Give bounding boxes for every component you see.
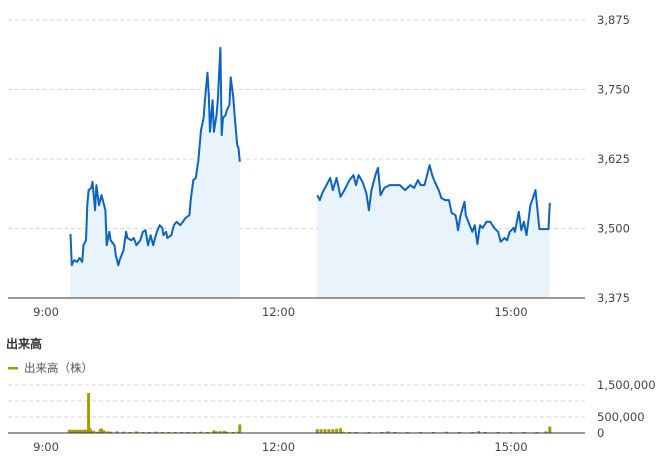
volume-xtick-label: 12:00 [262, 440, 295, 454]
volume-bar [80, 429, 84, 433]
volume-bar [544, 431, 548, 433]
volume-xtick-label: 15:00 [494, 440, 527, 454]
volume-bar [218, 431, 222, 433]
volume-bar [87, 393, 91, 433]
volume-bar [109, 431, 113, 433]
volume-bar [70, 429, 74, 433]
volume-bar [78, 429, 82, 433]
volume-bar [323, 429, 327, 433]
volume-bar [212, 430, 216, 433]
price-ytick-label: 3,500 [597, 222, 630, 236]
volume-bar [327, 429, 331, 433]
volume-bar [134, 431, 138, 433]
volume-bar [225, 431, 229, 433]
price-ytick-label: 3,750 [597, 83, 630, 97]
volume-gridlines [8, 384, 585, 418]
volume-legend-label: 出来高（株） [24, 361, 93, 375]
volume-ytick-label: 500,000 [597, 410, 645, 424]
price-line-afternoon [316, 164, 551, 246]
volume-bar [315, 429, 319, 433]
price-axis: 3,375 3,500 3,625 3,750 3,875 9:00 12:00 15:00 [8, 13, 630, 319]
volume-bar [92, 431, 96, 433]
volume-bar [341, 431, 345, 433]
price-fill-afternoon [317, 165, 550, 298]
volume-bar [83, 429, 87, 433]
price-area [69, 46, 551, 298]
volume-bar [238, 424, 242, 433]
volume-title: 出来高 [6, 336, 42, 351]
volume-bar [96, 431, 100, 433]
volume-ytick-label: 1,500,000 [597, 378, 656, 392]
volume-bar [89, 430, 93, 433]
volume-bar [122, 431, 125, 433]
volume-bar [339, 428, 342, 433]
volume-bar [154, 431, 158, 433]
volume-bar [477, 431, 481, 433]
volume-bar [106, 431, 110, 433]
volume-bar [72, 429, 76, 433]
volume-xtick-label: 9:00 [33, 440, 59, 454]
price-xtick-label: 12:00 [262, 305, 295, 319]
volume-axis: 0 500,000 1,500,000 9:00 12:00 15:00 [8, 378, 656, 454]
volume-bar [319, 429, 323, 433]
volume-bar [444, 431, 448, 433]
volume-bar [199, 431, 203, 433]
volume-bar [335, 428, 339, 433]
price-ytick-label: 3,875 [597, 13, 630, 27]
price-xtick-label: 15:00 [494, 305, 527, 319]
volume-bar [100, 428, 103, 433]
volume-bar [222, 430, 226, 433]
volume-ytick-label: 0 [597, 426, 604, 440]
volume-bar [386, 431, 390, 433]
volume-bar [215, 431, 218, 433]
volume-bar [75, 429, 79, 433]
price-line-morning [69, 46, 241, 267]
volume-bar [331, 429, 335, 433]
price-gridlines [8, 19, 585, 229]
volume-bar [548, 426, 552, 433]
price-ytick-label: 3,625 [597, 152, 630, 166]
volume-bars [67, 393, 552, 433]
volume-legend-swatch [8, 367, 18, 370]
price-ytick-label: 3,375 [597, 291, 630, 305]
volume-bar [67, 429, 71, 433]
volume-legend[interactable]: 出来高（株） [8, 361, 93, 375]
price-xtick-label: 9:00 [33, 305, 59, 319]
volume-bar [115, 431, 119, 433]
volume-bar [102, 430, 106, 433]
price-fill-morning [70, 47, 240, 298]
